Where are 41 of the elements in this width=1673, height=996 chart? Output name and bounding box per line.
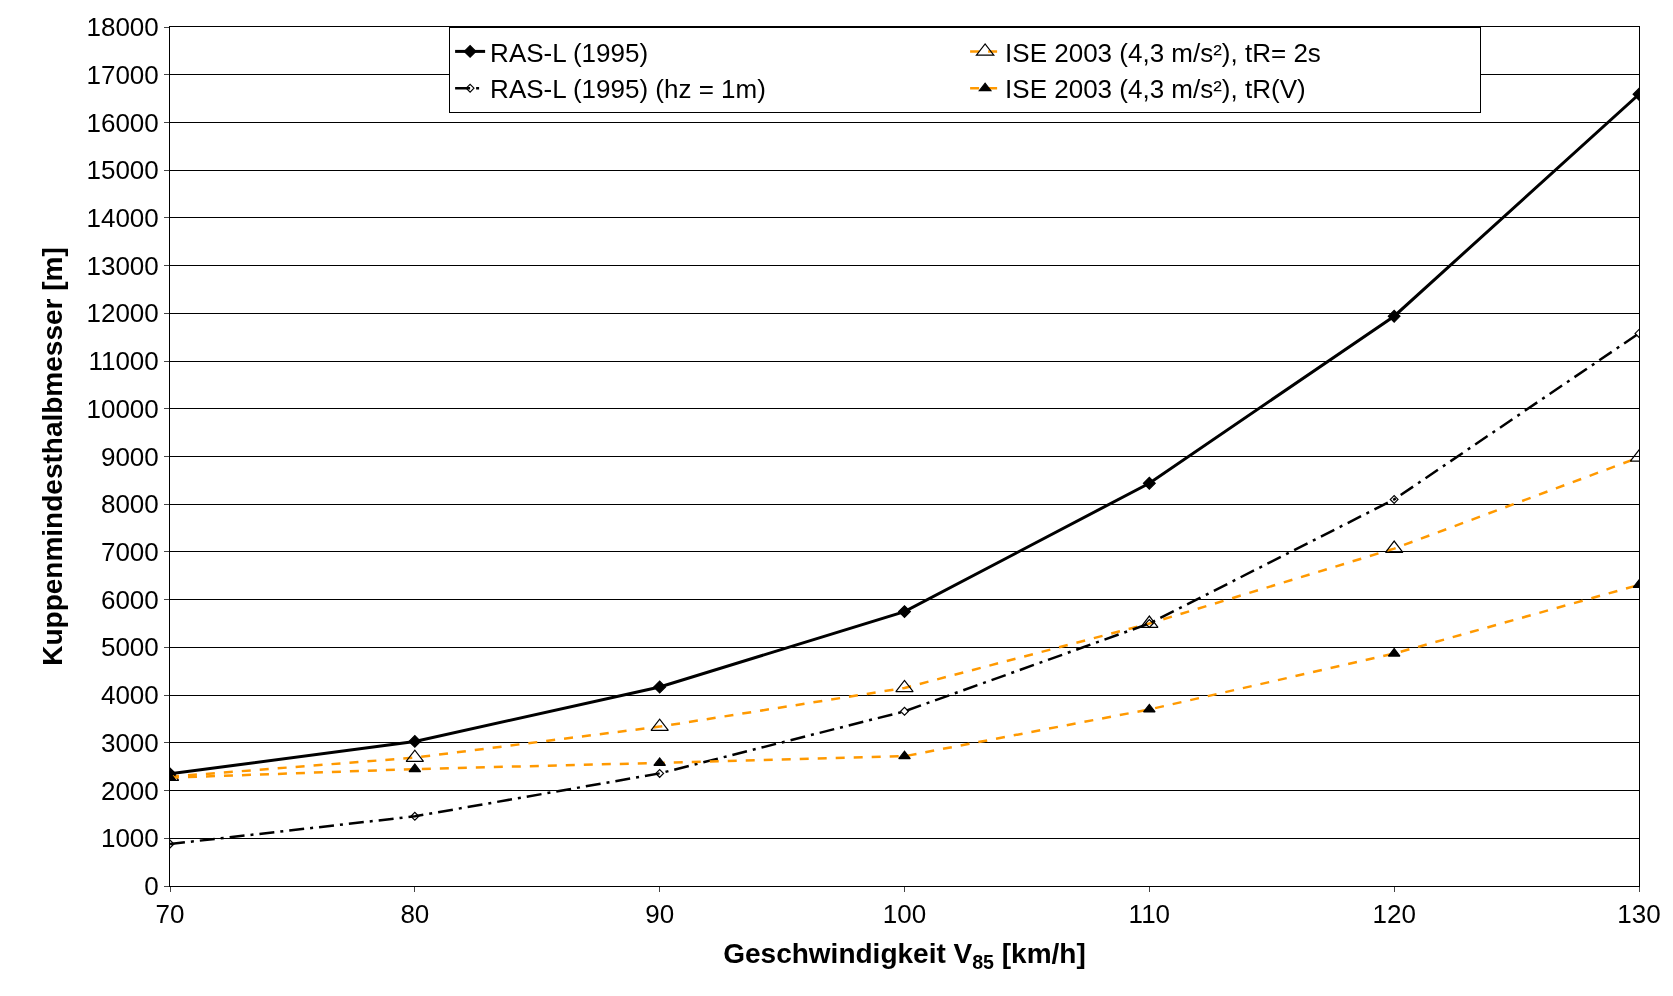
point — [898, 605, 911, 619]
y-tick-label: 18000 — [86, 12, 159, 43]
x-tick-label: 70 — [155, 899, 185, 930]
y-tick-label: 17000 — [86, 59, 159, 90]
x-tick-label: 80 — [400, 899, 430, 930]
point — [1142, 476, 1156, 490]
x-tick-label: 100 — [882, 899, 927, 930]
point — [655, 768, 665, 778]
legend-label: ISE 2003 (4,3 m/s²), tR(V) — [1005, 74, 1306, 105]
y-tick-label: 7000 — [100, 537, 159, 568]
y-tick-label: 8000 — [100, 489, 159, 520]
x-tick-label: 130 — [1617, 899, 1661, 930]
y-tick-label: 3000 — [100, 727, 159, 758]
point — [408, 734, 422, 748]
x-tick-label: 110 — [1128, 899, 1171, 930]
legend-label: RAS-L (1995) (hz = 1m) — [490, 74, 766, 105]
y-tick-label: 9000 — [100, 441, 159, 472]
point — [410, 811, 420, 821]
y-axis-title: Kuppenmindesthalbmesser [m] — [37, 247, 69, 666]
y-tick-label: 10000 — [86, 393, 159, 424]
y-tick-label: 6000 — [100, 584, 159, 615]
x-axis-title: Geschwindigkeit V$_{85}$ [km/h] — [723, 938, 1086, 974]
legend-label: ISE 2003 (4,3 m/s²), tR= 2s — [1005, 37, 1321, 68]
y-tick-label: 14000 — [86, 202, 159, 233]
point — [653, 680, 667, 694]
y-tick-label: 12000 — [86, 298, 159, 329]
y-tick-label: 11000 — [88, 346, 159, 377]
point — [1387, 309, 1401, 323]
y-tick-label: 13000 — [86, 250, 159, 281]
y-tick-label: 16000 — [86, 107, 159, 138]
y-tick-label: 5000 — [100, 632, 159, 663]
y-tick-label: 4000 — [100, 680, 159, 711]
y-tick-label: 2000 — [100, 775, 159, 806]
legend-label: RAS-L (1995) — [490, 37, 649, 68]
point — [1389, 494, 1399, 504]
y-tick-label: 1000 — [100, 823, 159, 854]
x-tick-label: 120 — [1372, 899, 1416, 930]
x-tick-label: 90 — [645, 899, 675, 930]
point — [900, 706, 909, 716]
y-tick-label: 15000 — [86, 155, 159, 186]
y-tick-label: 0 — [144, 871, 159, 902]
